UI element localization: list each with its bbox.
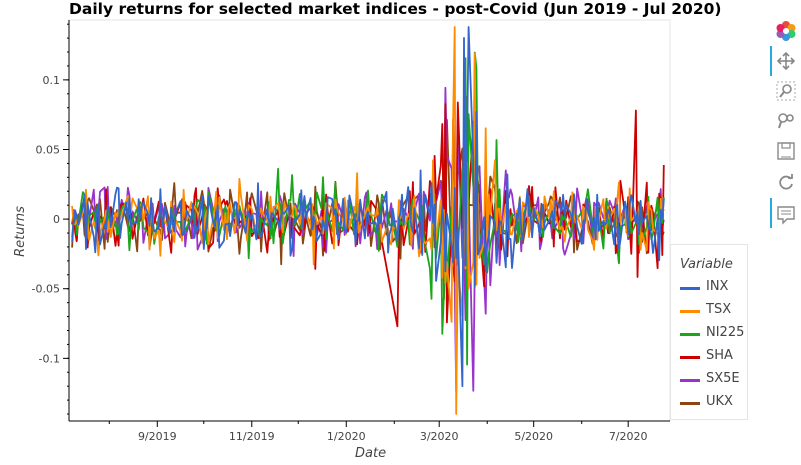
- legend-label: SX5E: [706, 371, 740, 386]
- y-tick-label: -0.1: [39, 352, 60, 365]
- y-tick-label: -0.05: [32, 283, 60, 296]
- legend-item-tsx[interactable]: TSX: [680, 301, 750, 321]
- x-tick-label: 3/2020: [420, 430, 459, 443]
- legend-label: SHA: [706, 348, 733, 363]
- legend-swatch: [680, 333, 700, 336]
- x-tick-label: 1/2020: [327, 430, 366, 443]
- legend-label: TSX: [706, 302, 732, 317]
- legend-swatch: [680, 310, 700, 313]
- legend-label: NI225: [706, 325, 745, 340]
- series-line-sx5e: [72, 86, 665, 393]
- x-axis-label: Date: [355, 446, 387, 461]
- y-tick-label: 0: [53, 213, 60, 226]
- reset-icon[interactable]: [775, 172, 797, 194]
- legend-swatch: [680, 402, 700, 405]
- legend-item-ni225[interactable]: NI225: [680, 324, 750, 344]
- legend-swatch: [680, 379, 700, 382]
- x-tick-label: 7/2020: [609, 430, 648, 443]
- x-tick-label: 11/2019: [229, 430, 275, 443]
- bokeh-logo-icon[interactable]: [775, 20, 797, 42]
- pan-icon[interactable]: [775, 50, 797, 72]
- legend-swatch: [680, 356, 700, 359]
- chart-title: Daily returns for selected market indice…: [69, 0, 722, 18]
- series-line-inx: [71, 26, 665, 388]
- legend-item-ukx[interactable]: UKX: [680, 393, 750, 413]
- save-icon[interactable]: [775, 140, 797, 162]
- hover-icon[interactable]: [775, 204, 797, 226]
- y-tick-label: 0.1: [43, 74, 61, 87]
- box-zoom-icon[interactable]: [775, 80, 797, 102]
- legend-item-inx[interactable]: INX: [680, 278, 750, 298]
- legend-label: INX: [706, 279, 729, 294]
- legend-item-sha[interactable]: SHA: [680, 347, 750, 367]
- x-tick-label: 9/2019: [138, 430, 177, 443]
- legend-title: Variable: [680, 257, 733, 272]
- wheel-zoom-icon[interactable]: [775, 110, 797, 132]
- legend: Variable INX TSX NI225 SHA SX5E UKX: [670, 244, 748, 420]
- hover-active-indicator: [770, 198, 772, 228]
- x-tick-label: 5/2020: [514, 430, 553, 443]
- plot-toolbar: [770, 18, 800, 238]
- y-tick-label: 0.05: [36, 143, 61, 156]
- legend-label: UKX: [706, 394, 733, 409]
- legend-swatch: [680, 287, 700, 290]
- legend-item-sx5e[interactable]: SX5E: [680, 370, 750, 390]
- y-axis-label: Returns: [12, 206, 28, 257]
- pan-active-indicator: [770, 46, 772, 76]
